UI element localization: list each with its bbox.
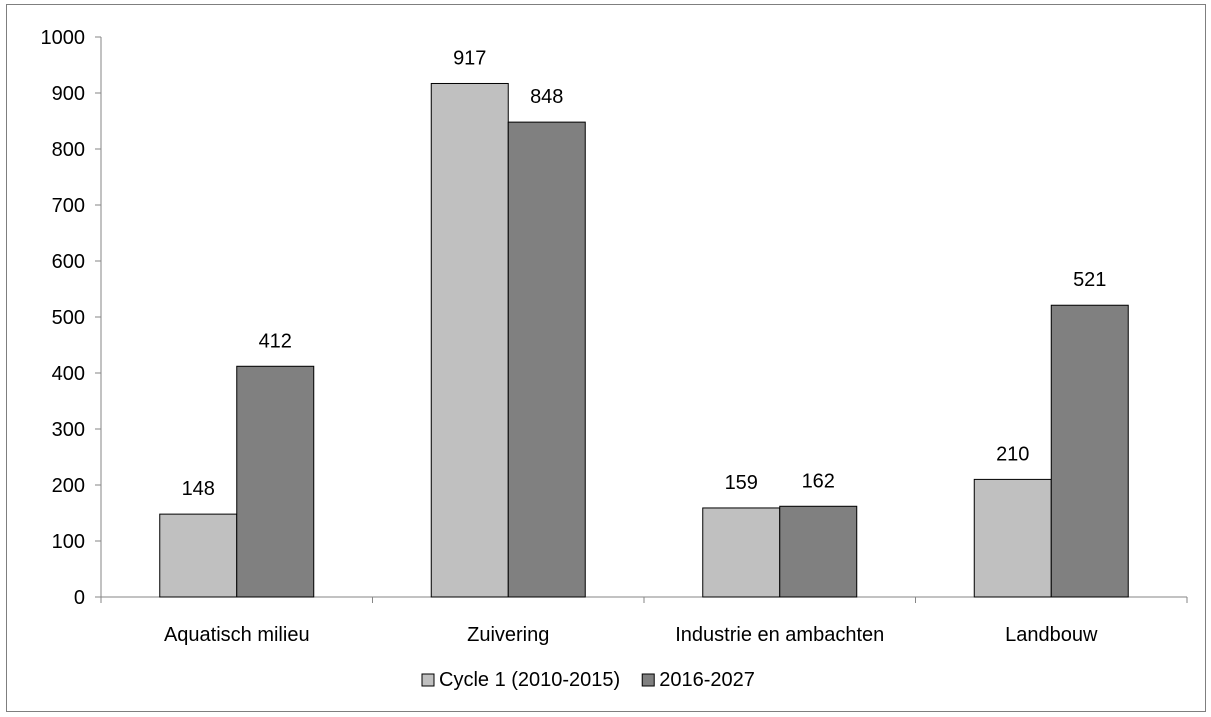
data-label: 159 — [725, 472, 758, 494]
bar-cycle1 — [159, 513, 238, 598]
bar-cycle1 — [430, 82, 509, 598]
y-tick-label: 100 — [52, 531, 85, 553]
bar-cycle2 — [507, 121, 586, 598]
y-tick-label: 700 — [52, 195, 85, 217]
bars — [159, 82, 1129, 598]
y-tick-label: 900 — [52, 83, 85, 105]
bar-cycle2 — [779, 505, 858, 598]
x-category-label: Zuivering — [467, 624, 549, 646]
y-tick-label: 200 — [52, 475, 85, 497]
data-label: 210 — [996, 443, 1029, 465]
bar-cycle1 — [973, 478, 1052, 598]
data-label: 162 — [802, 470, 835, 492]
legend-swatch — [421, 673, 435, 687]
data-label: 412 — [259, 330, 292, 352]
legend-label: Cycle 1 (2010-2015) — [439, 669, 620, 691]
data-label: 917 — [453, 47, 486, 69]
y-tick-label: 1000 — [41, 27, 86, 49]
y-tick-label: 0 — [74, 587, 85, 609]
data-labels: 148 412 917 848 159 162 210 521 — [182, 47, 1107, 500]
bar-cycle1 — [702, 507, 781, 598]
data-label: 148 — [182, 478, 215, 500]
legend-swatch — [641, 673, 655, 687]
x-category-label: Aquatisch milieu — [164, 624, 310, 646]
bar-cycle2 — [236, 365, 315, 598]
y-tick-label: 600 — [52, 251, 85, 273]
y-tick-label: 300 — [52, 419, 85, 441]
data-label: 521 — [1073, 269, 1106, 291]
legend-label: 2016-2027 — [659, 669, 755, 691]
y-tick-label: 400 — [52, 363, 85, 385]
legend: Cycle 1 (2010-2015) 2016-2027 — [421, 669, 755, 691]
y-tick-label: 800 — [52, 139, 85, 161]
bar-cycle2 — [1050, 304, 1129, 598]
x-category-label: Industrie en ambachten — [675, 624, 884, 646]
y-tick-label: 500 — [52, 307, 85, 329]
x-category-label: Landbouw — [1005, 624, 1098, 646]
data-label: 848 — [530, 86, 563, 108]
